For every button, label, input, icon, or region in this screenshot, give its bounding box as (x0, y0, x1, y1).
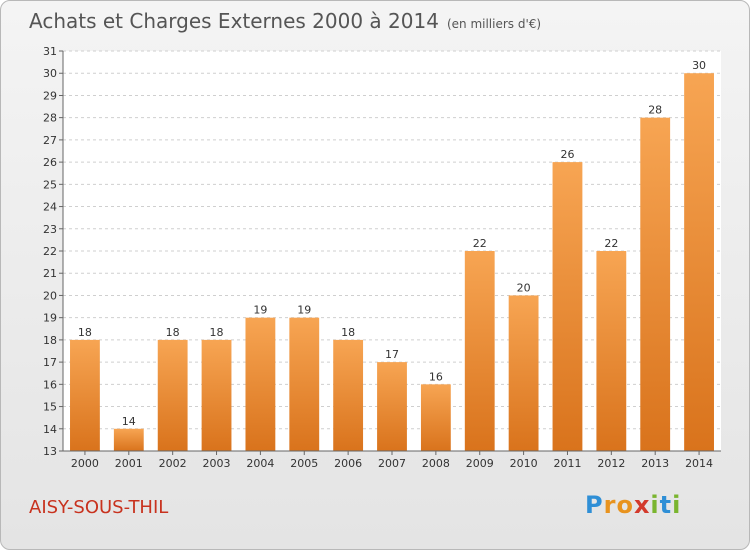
bar-2004 (245, 317, 276, 451)
place-name: AISY-SOUS-THIL (29, 497, 169, 518)
x-tick-label-2006: 2006 (334, 457, 362, 470)
x-tick-label-2010: 2010 (510, 457, 538, 470)
y-tick-label: 16 (43, 378, 57, 391)
bar-2013 (640, 117, 671, 452)
logo-letter: x (633, 491, 651, 519)
logo-letter: i (650, 491, 660, 519)
y-tick-label: 29 (43, 89, 57, 102)
bar-2009 (464, 251, 495, 451)
y-tick-label: 30 (43, 67, 57, 80)
y-tick-label: 13 (43, 445, 57, 458)
bar-2001 (113, 428, 144, 451)
x-tick-label-2007: 2007 (378, 457, 406, 470)
y-tick-label: 31 (43, 45, 57, 58)
y-tick-label: 28 (43, 112, 57, 125)
y-tick-label: 24 (43, 201, 57, 214)
bar-2011 (552, 162, 583, 451)
bar-2006 (333, 339, 364, 451)
x-tick-label-2011: 2011 (553, 457, 581, 470)
bar-2002 (157, 339, 188, 451)
y-tick-label: 21 (43, 267, 57, 280)
x-tick-label-2004: 2004 (246, 457, 274, 470)
logo-letter: o (616, 491, 634, 519)
y-tick-label: 18 (43, 334, 57, 347)
data-label-2011: 26 (560, 148, 574, 161)
chart-title: Achats et Charges Externes 2000 à 2014 (e… (29, 9, 541, 33)
x-tick-label-2014: 2014 (685, 457, 713, 470)
bar-2007 (377, 362, 407, 451)
data-label-2012: 22 (604, 237, 618, 250)
x-tick-label-2001: 2001 (115, 457, 143, 470)
bar-2012 (596, 251, 627, 451)
y-tick-label: 20 (43, 289, 57, 302)
data-label-2001: 14 (122, 415, 136, 428)
data-label-2003: 18 (210, 326, 224, 339)
y-tick-label: 17 (43, 356, 57, 369)
logo-letter: P (585, 491, 604, 519)
data-label-2002: 18 (166, 326, 180, 339)
x-tick-label-2003: 2003 (203, 457, 231, 470)
logo-letter: r (603, 491, 617, 519)
data-label-2006: 18 (341, 326, 355, 339)
bar-2003 (201, 339, 232, 451)
x-tick-label-2013: 2013 (641, 457, 669, 470)
data-label-2009: 22 (473, 237, 487, 250)
x-tick-label-2012: 2012 (597, 457, 625, 470)
data-label-2005: 19 (297, 304, 311, 317)
logo-letter: t (659, 491, 673, 519)
y-tick-label: 19 (43, 312, 57, 325)
x-tick-label-2005: 2005 (290, 457, 318, 470)
x-tick-label-2000: 2000 (71, 457, 99, 470)
chart-unit: (en milliers d'€) (446, 17, 542, 31)
y-tick-label: 26 (43, 156, 57, 169)
data-label-2004: 19 (253, 304, 267, 317)
y-tick-label: 25 (43, 178, 57, 191)
x-tick-label-2009: 2009 (466, 457, 494, 470)
data-label-2013: 28 (648, 104, 662, 117)
bar-2008 (420, 384, 451, 451)
data-label-2010: 20 (517, 281, 531, 294)
bar-2014 (684, 73, 714, 451)
bar-2010 (508, 295, 539, 451)
y-tick-label: 23 (43, 223, 57, 236)
y-tick-label: 27 (43, 134, 57, 147)
y-tick-label: 22 (43, 245, 57, 258)
data-label-2007: 17 (385, 348, 399, 361)
data-label-2014: 30 (692, 59, 706, 72)
y-tick-label: 14 (43, 423, 57, 436)
bar-2005 (289, 317, 320, 451)
logo-letter: i (672, 491, 682, 519)
bar-2000 (70, 339, 100, 451)
data-label-2000: 18 (78, 326, 92, 339)
y-tick-label: 15 (43, 401, 57, 414)
data-label-2008: 16 (429, 370, 443, 383)
chart-title-text: Achats et Charges Externes 2000 à 2014 (29, 9, 439, 33)
x-tick-label-2002: 2002 (159, 457, 187, 470)
x-tick-label-2008: 2008 (422, 457, 450, 470)
proxiti-logo: Proxiti (585, 491, 681, 519)
